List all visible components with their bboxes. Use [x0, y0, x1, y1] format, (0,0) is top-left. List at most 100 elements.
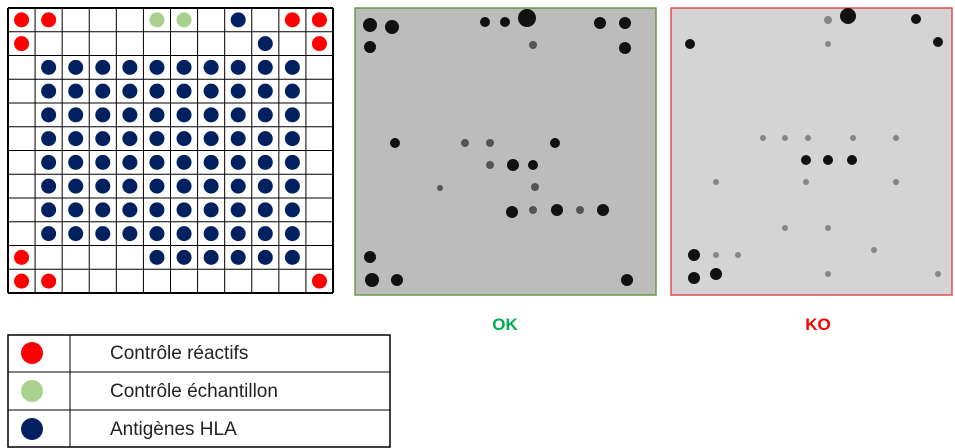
- legend-swatch: [21, 342, 43, 364]
- spot: [95, 131, 110, 146]
- spot: [204, 107, 219, 122]
- spot: [258, 226, 273, 241]
- spot: [177, 155, 192, 170]
- spot: [803, 179, 809, 185]
- spot: [518, 9, 536, 27]
- ko-image: [671, 8, 952, 295]
- spot: [204, 131, 219, 146]
- spot: [285, 226, 300, 241]
- spot: [14, 250, 29, 265]
- spot: [529, 41, 537, 49]
- spot: [437, 185, 443, 191]
- spot: [68, 84, 83, 99]
- legend-swatch: [21, 380, 43, 402]
- spot: [713, 179, 719, 185]
- spot: [41, 84, 56, 99]
- spot: [258, 131, 273, 146]
- spot: [68, 107, 83, 122]
- spot: [825, 271, 831, 277]
- spot: [688, 272, 700, 284]
- spot: [149, 60, 164, 75]
- spot: [933, 37, 943, 47]
- spot: [619, 17, 631, 29]
- spot: [41, 107, 56, 122]
- spot: [840, 8, 856, 24]
- spot: [177, 107, 192, 122]
- legend-text: Contrôle échantillon: [110, 381, 278, 402]
- spot: [871, 247, 877, 253]
- spot: [486, 161, 494, 169]
- spot: [760, 135, 766, 141]
- spot: [529, 206, 537, 214]
- spot: [41, 155, 56, 170]
- spot: [480, 17, 490, 27]
- spot: [823, 155, 833, 165]
- spot: [41, 179, 56, 194]
- spot: [41, 226, 56, 241]
- spot: [825, 225, 831, 231]
- spot: [149, 12, 164, 27]
- spot: [14, 274, 29, 289]
- spot: [95, 226, 110, 241]
- spot: [204, 60, 219, 75]
- spot: [68, 226, 83, 241]
- spot: [824, 16, 832, 24]
- array-map: [8, 8, 333, 293]
- legend-text: Antigènes HLA: [110, 419, 237, 440]
- spot: [597, 204, 609, 216]
- spot: [177, 131, 192, 146]
- spot: [122, 131, 137, 146]
- spot: [847, 155, 857, 165]
- spot: [95, 84, 110, 99]
- spot: [619, 42, 631, 54]
- spot: [258, 36, 273, 51]
- spot: [825, 41, 831, 47]
- spot: [285, 131, 300, 146]
- spot: [911, 14, 921, 24]
- spot: [735, 252, 741, 258]
- spot: [231, 12, 246, 27]
- spot: [551, 204, 563, 216]
- spot: [850, 135, 856, 141]
- spot: [621, 274, 633, 286]
- spot: [95, 107, 110, 122]
- spot: [801, 155, 811, 165]
- spot: [231, 84, 246, 99]
- spot: [231, 131, 246, 146]
- legend-text: Contrôle réactifs: [110, 343, 248, 364]
- spot: [285, 202, 300, 217]
- spot: [41, 131, 56, 146]
- spot: [363, 18, 377, 32]
- spot: [935, 271, 941, 277]
- spot: [149, 107, 164, 122]
- spot: [312, 274, 327, 289]
- spot: [204, 250, 219, 265]
- spot: [231, 226, 246, 241]
- spot: [506, 206, 518, 218]
- legend-swatch: [21, 418, 43, 440]
- spot: [68, 60, 83, 75]
- legend: Contrôle réactifs Contrôle échantillon A…: [8, 335, 390, 447]
- spot: [893, 179, 899, 185]
- ok-label: OK: [492, 315, 518, 334]
- spot: [149, 250, 164, 265]
- spot: [285, 107, 300, 122]
- spot: [500, 17, 510, 27]
- spot: [710, 268, 722, 280]
- spot: [149, 131, 164, 146]
- spot: [258, 202, 273, 217]
- spot: [68, 202, 83, 217]
- spot: [391, 274, 403, 286]
- spot: [177, 202, 192, 217]
- spot: [14, 12, 29, 27]
- spot: [258, 60, 273, 75]
- spot: [258, 179, 273, 194]
- spot: [385, 20, 399, 34]
- spot: [285, 250, 300, 265]
- spot: [68, 155, 83, 170]
- spot: [531, 183, 539, 191]
- spot: [122, 155, 137, 170]
- spot: [68, 179, 83, 194]
- spot: [95, 202, 110, 217]
- spot: [231, 155, 246, 170]
